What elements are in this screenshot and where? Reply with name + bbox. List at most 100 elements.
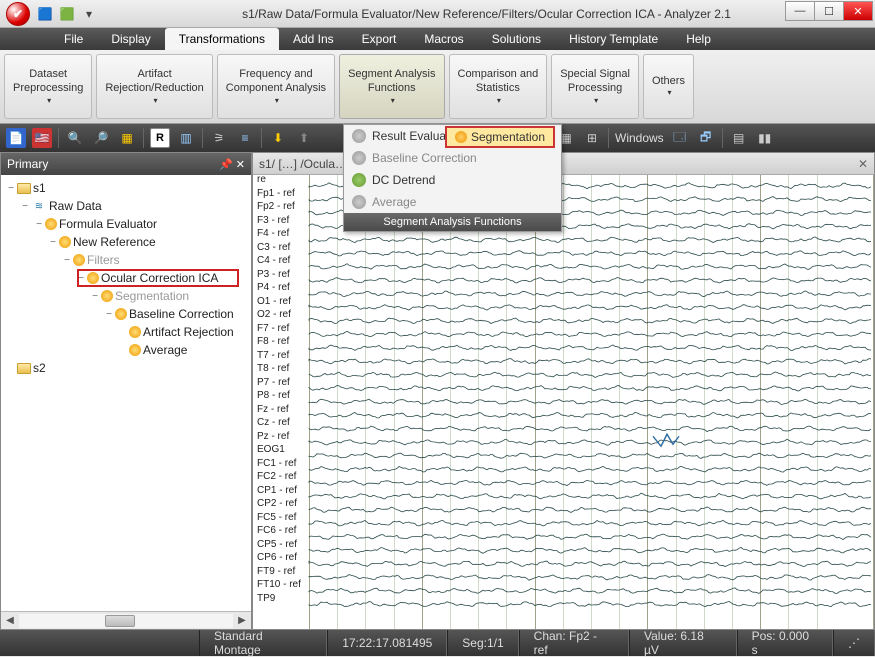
status-value: Value: 6.18 µV: [629, 630, 737, 656]
signal-plot[interactable]: re Fp1 - ref Fp2 - ref F3 - ref F4 - ref C3 -…: [253, 175, 874, 629]
app-orb-button[interactable]: ✔: [6, 2, 30, 26]
channel-label: FC5 - ref: [257, 512, 296, 523]
segmentation-highlight[interactable]: Segmentation: [445, 126, 555, 148]
scroll-right-icon[interactable]: ▶: [233, 615, 251, 626]
menu-item-help[interactable]: Help: [672, 28, 725, 50]
dropdown-item[interactable]: Baseline Correction: [344, 147, 561, 169]
windows-icon[interactable]: 🗗: [696, 128, 716, 148]
tree-node[interactable]: −New Reference: [3, 233, 249, 251]
tree-node[interactable]: −Baseline Correction: [3, 305, 249, 323]
windows-icon[interactable]: 🗔: [670, 128, 690, 148]
tree-panel-pin[interactable]: 📌 ✕: [219, 158, 245, 171]
channel-label: F4 - ref: [257, 228, 289, 239]
tree-panel-title: Primary: [7, 157, 48, 171]
dropdown-item[interactable]: Average: [344, 191, 561, 213]
channel-label: FC6 - ref: [257, 525, 296, 536]
toolstrip-icon[interactable]: ⊞: [582, 128, 602, 148]
tree-node[interactable]: −Ocular Correction ICA: [3, 269, 249, 287]
quick-access-toolbar: 🟦 🟩 ▾: [36, 5, 98, 23]
tree-scrollbar[interactable]: ◀ ▶: [1, 611, 251, 629]
signal-tab-close-icon[interactable]: ✕: [858, 157, 868, 171]
channel-label: FC1 - ref: [257, 458, 296, 469]
menu-item-history-template[interactable]: History Template: [555, 28, 672, 50]
tool-icon[interactable]: ≡: [235, 128, 255, 148]
menu-item-display[interactable]: Display: [97, 28, 164, 50]
channel-label: re: [257, 175, 266, 185]
tree-node[interactable]: −Filters: [3, 251, 249, 269]
menu-item-file[interactable]: File: [50, 28, 97, 50]
channel-label: CP6 - ref: [257, 552, 297, 563]
tool-icon-r[interactable]: R: [150, 128, 170, 148]
channel-label: F3 - ref: [257, 215, 289, 226]
window-title: s1/Raw Data/Formula Evaluator/New Refere…: [98, 7, 875, 21]
menu-bar: FileDisplayTransformationsAdd InsExportM…: [0, 28, 875, 50]
menu-item-export[interactable]: Export: [348, 28, 411, 50]
tree-node[interactable]: −Formula Evaluator: [3, 215, 249, 233]
tool-icon[interactable]: ▥: [176, 128, 196, 148]
channel-label: FT9 - ref: [257, 566, 295, 577]
menu-item-solutions[interactable]: Solutions: [478, 28, 555, 50]
channel-label: P3 - ref: [257, 269, 290, 280]
menu-item-add-ins[interactable]: Add Ins: [279, 28, 348, 50]
channel-label: P4 - ref: [257, 282, 290, 293]
channel-label: FT10 - ref: [257, 579, 301, 590]
tool-icon[interactable]: ⚞: [209, 128, 229, 148]
qat-icon-1[interactable]: 🟦: [36, 5, 54, 23]
segment-analysis-dropdown: Result Evaluation▾SegmentationBaseline C…: [343, 124, 562, 232]
channel-label: CP5 - ref: [257, 539, 297, 550]
ribbon-toolbar: Dataset Preprocessing▾Artifact Rejection…: [0, 50, 875, 124]
tool-icon[interactable]: 🇺🇸: [32, 128, 52, 148]
ribbon-group[interactable]: Dataset Preprocessing▾: [4, 54, 92, 119]
channel-label: CP1 - ref: [257, 485, 297, 496]
channel-label: T7 - ref: [257, 350, 289, 361]
qat-icon-2[interactable]: 🟩: [58, 5, 76, 23]
tree-node[interactable]: −≋Raw Data: [3, 197, 249, 215]
ribbon-group[interactable]: Comparison and Statistics▾: [449, 54, 548, 119]
channel-label: F8 - ref: [257, 336, 289, 347]
ribbon-group[interactable]: Segment Analysis Functions▾: [339, 54, 444, 119]
ribbon-group[interactable]: Frequency and Component Analysis▾: [217, 54, 335, 119]
layout-icon[interactable]: ▮▮: [755, 128, 775, 148]
tree-node[interactable]: Average: [3, 341, 249, 359]
tool-icon[interactable]: 📄: [6, 128, 26, 148]
scroll-left-icon[interactable]: ◀: [1, 615, 19, 626]
tree-node[interactable]: s2: [3, 359, 249, 377]
status-montage: Standard Montage: [199, 630, 327, 656]
scroll-thumb[interactable]: [105, 615, 135, 627]
status-channel: Chan: Fp2 - ref: [519, 630, 629, 656]
channel-label: Pz - ref: [257, 431, 289, 442]
menu-item-macros[interactable]: Macros: [410, 28, 477, 50]
tree-body[interactable]: −s1−≋Raw Data−Formula Evaluator−New Refe…: [1, 175, 251, 611]
status-grip-icon[interactable]: ⋰: [833, 630, 875, 656]
tool-icon[interactable]: ▦: [117, 128, 137, 148]
layout-icon[interactable]: ▤: [729, 128, 749, 148]
minimize-button[interactable]: —: [785, 1, 815, 21]
tree-node[interactable]: −s1: [3, 179, 249, 197]
ribbon-group[interactable]: Artifact Rejection/Reduction▾: [96, 54, 212, 119]
ribbon-group[interactable]: Others▾: [643, 54, 694, 119]
channel-label: Fp1 - ref: [257, 188, 295, 199]
tree-node[interactable]: Artifact Rejection: [3, 323, 249, 341]
channel-label: Fp2 - ref: [257, 201, 295, 212]
zoom-in-icon[interactable]: 🔍: [65, 128, 85, 148]
channel-label: T8 - ref: [257, 363, 289, 374]
dropdown-item[interactable]: DC Detrend: [344, 169, 561, 191]
channel-label: P8 - ref: [257, 390, 290, 401]
tree-node[interactable]: −Segmentation: [3, 287, 249, 305]
channel-label: EOG1: [257, 444, 285, 455]
zoom-out-icon[interactable]: 🔎: [91, 128, 111, 148]
close-button[interactable]: ✕: [843, 1, 873, 21]
nav-down-icon[interactable]: ⬇: [268, 128, 288, 148]
channel-label: O2 - ref: [257, 309, 291, 320]
channel-label: C3 - ref: [257, 242, 290, 253]
qat-dropdown-icon[interactable]: ▾: [80, 5, 98, 23]
window-titlebar: ✔ 🟦 🟩 ▾ s1/Raw Data/Formula Evaluator/Ne…: [0, 0, 875, 28]
status-position: Pos: 0.000 s: [737, 630, 833, 656]
nav-up-icon[interactable]: ⬆: [294, 128, 314, 148]
dropdown-item[interactable]: Result Evaluation▾Segmentation: [344, 125, 561, 147]
scroll-track[interactable]: [19, 614, 233, 628]
maximize-button[interactable]: ☐: [814, 1, 844, 21]
signal-tab-label[interactable]: s1/ […] /Ocula…: [259, 157, 347, 171]
ribbon-group[interactable]: Special Signal Processing▾: [551, 54, 639, 119]
menu-item-transformations[interactable]: Transformations: [165, 28, 279, 50]
